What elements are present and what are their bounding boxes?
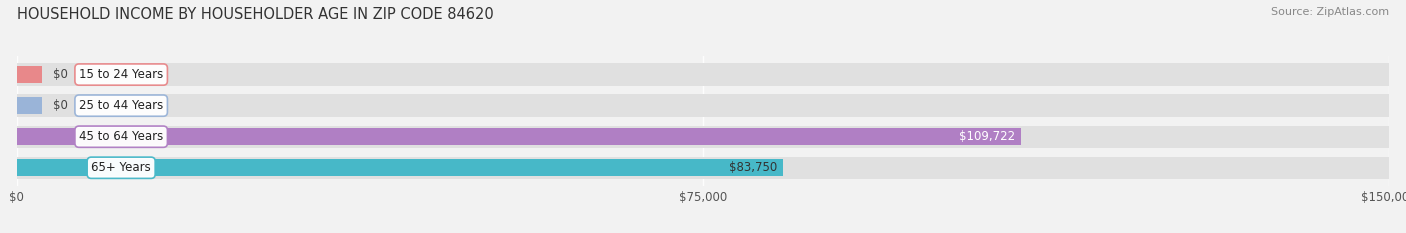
Text: 45 to 64 Years: 45 to 64 Years: [79, 130, 163, 143]
Bar: [17, 97, 42, 114]
Bar: [17, 128, 1021, 145]
Bar: [17, 94, 1389, 117]
Text: HOUSEHOLD INCOME BY HOUSEHOLDER AGE IN ZIP CODE 84620: HOUSEHOLD INCOME BY HOUSEHOLDER AGE IN Z…: [17, 7, 494, 22]
Text: $0: $0: [52, 68, 67, 81]
Bar: [17, 159, 783, 176]
Bar: [17, 157, 1389, 179]
Bar: [17, 66, 42, 83]
Text: $109,722: $109,722: [959, 130, 1015, 143]
Bar: [17, 63, 1389, 86]
Text: 65+ Years: 65+ Years: [91, 161, 150, 174]
Text: $0: $0: [52, 99, 67, 112]
Bar: [17, 126, 1389, 148]
Text: 15 to 24 Years: 15 to 24 Years: [79, 68, 163, 81]
Text: Source: ZipAtlas.com: Source: ZipAtlas.com: [1271, 7, 1389, 17]
Text: $83,750: $83,750: [730, 161, 778, 174]
Text: 25 to 44 Years: 25 to 44 Years: [79, 99, 163, 112]
